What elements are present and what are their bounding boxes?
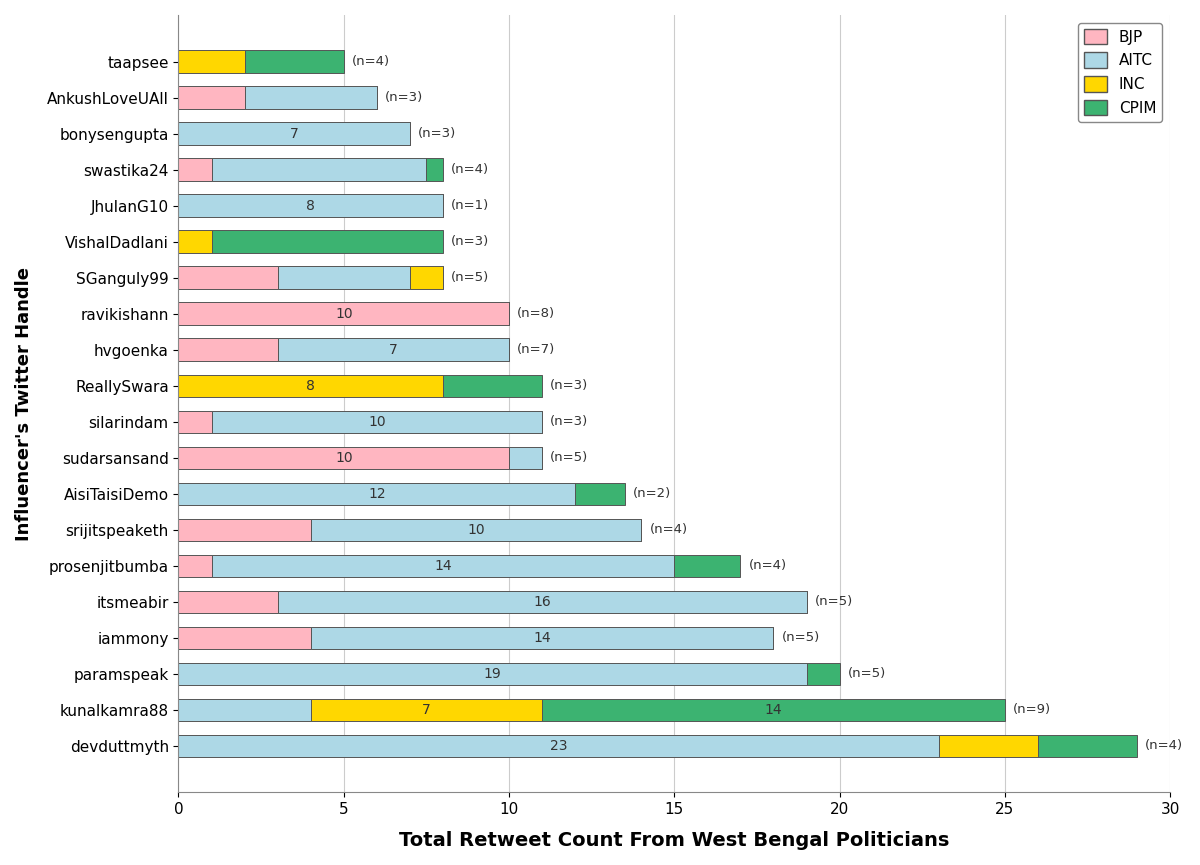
Bar (426, 158, 443, 181)
Text: (n=2): (n=2) (632, 487, 671, 500)
Text: (n=4): (n=4) (649, 523, 688, 536)
Bar (311, 626, 774, 649)
Text: 12: 12 (368, 487, 385, 501)
Bar (277, 591, 806, 613)
Bar (410, 266, 443, 289)
Text: 10: 10 (335, 451, 353, 465)
Text: (n=5): (n=5) (815, 595, 853, 608)
Text: 7: 7 (422, 703, 431, 717)
Text: 16: 16 (533, 595, 551, 609)
Text: 8: 8 (306, 379, 316, 393)
Bar (211, 411, 542, 432)
Text: 23: 23 (550, 739, 568, 753)
Bar (179, 483, 575, 505)
Bar (179, 86, 245, 109)
Bar (443, 375, 542, 397)
Bar (179, 303, 509, 325)
Bar (211, 158, 426, 181)
Text: 10: 10 (335, 307, 353, 321)
Text: 14: 14 (434, 559, 451, 573)
Bar (179, 230, 211, 253)
Text: 19: 19 (484, 667, 502, 681)
Bar (179, 519, 311, 541)
Text: 14: 14 (764, 703, 782, 717)
Bar (179, 734, 938, 757)
Bar (179, 266, 277, 289)
Bar (179, 122, 410, 144)
Bar (311, 699, 542, 721)
Bar (179, 591, 277, 613)
Text: (n=5): (n=5) (551, 452, 589, 465)
Text: (n=1): (n=1) (451, 199, 490, 212)
Bar (179, 663, 806, 685)
Bar (179, 411, 211, 432)
Bar (179, 375, 443, 397)
Legend: BJP, AITC, INC, CPIM: BJP, AITC, INC, CPIM (1078, 22, 1163, 122)
Bar (575, 483, 625, 505)
Text: (n=4): (n=4) (451, 163, 490, 176)
Bar (211, 554, 674, 577)
Text: 10: 10 (368, 414, 385, 429)
Bar (277, 266, 410, 289)
Bar (179, 158, 211, 181)
Y-axis label: Influencer's Twitter Handle: Influencer's Twitter Handle (16, 266, 34, 541)
Bar (211, 230, 443, 253)
Bar (1038, 734, 1138, 757)
Text: 10: 10 (467, 522, 485, 537)
Bar (938, 734, 1038, 757)
Bar (179, 195, 443, 217)
Text: (n=5): (n=5) (451, 271, 490, 284)
Bar (179, 338, 277, 361)
Bar (277, 338, 509, 361)
Text: 7: 7 (290, 126, 299, 140)
Bar (245, 50, 343, 73)
Bar (509, 446, 542, 469)
Text: (n=9): (n=9) (1013, 703, 1051, 716)
Bar (674, 554, 740, 577)
Text: (n=7): (n=7) (517, 343, 556, 356)
Text: (n=4): (n=4) (352, 55, 390, 68)
Bar (179, 626, 311, 649)
Text: (n=5): (n=5) (848, 667, 886, 681)
Bar (245, 86, 377, 109)
Text: (n=5): (n=5) (781, 631, 820, 644)
Text: 14: 14 (533, 631, 551, 644)
Text: 7: 7 (389, 343, 397, 356)
Text: (n=3): (n=3) (385, 91, 424, 104)
Bar (179, 50, 245, 73)
Bar (542, 699, 1004, 721)
Text: (n=4): (n=4) (749, 560, 787, 573)
Text: 8: 8 (306, 199, 316, 213)
Text: (n=3): (n=3) (418, 127, 456, 140)
Bar (179, 446, 509, 469)
Text: (n=3): (n=3) (551, 379, 589, 392)
Text: (n=3): (n=3) (451, 235, 490, 248)
Text: (n=4): (n=4) (1145, 740, 1183, 753)
Bar (806, 663, 840, 685)
Text: (n=3): (n=3) (551, 415, 589, 428)
X-axis label: Total Retweet Count From West Bengal Politicians: Total Retweet Count From West Bengal Pol… (400, 831, 949, 850)
Bar (179, 699, 311, 721)
Text: (n=8): (n=8) (517, 307, 556, 320)
Bar (311, 519, 641, 541)
Bar (179, 554, 211, 577)
